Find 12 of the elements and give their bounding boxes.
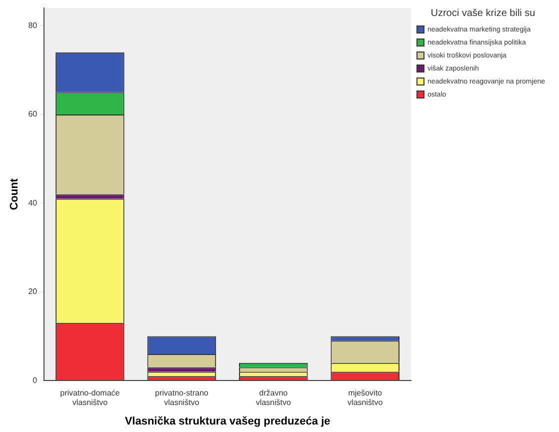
- x-tick-label: privatno-domaće vlasništvo: [60, 388, 120, 408]
- x-tick-label: privatno-strano vlasništvo: [154, 388, 209, 408]
- legend-title: Uzroci vaše krize bili su: [430, 8, 536, 19]
- x-tick-label: mješovito vlasništvo: [348, 388, 384, 408]
- y-axis-title: Count: [8, 178, 21, 210]
- x-tick-label: državno vlasništvo: [256, 388, 292, 408]
- y-tick-label: 60: [28, 110, 38, 119]
- x-axis-title: Vlasnička struktura vašeg preduzeća je: [124, 415, 330, 428]
- y-tick-label: 80: [28, 20, 38, 30]
- y-tick-label: 20: [28, 287, 38, 296]
- y-tick-label: 40: [28, 198, 38, 208]
- y-tick-label: 0: [32, 376, 38, 385]
